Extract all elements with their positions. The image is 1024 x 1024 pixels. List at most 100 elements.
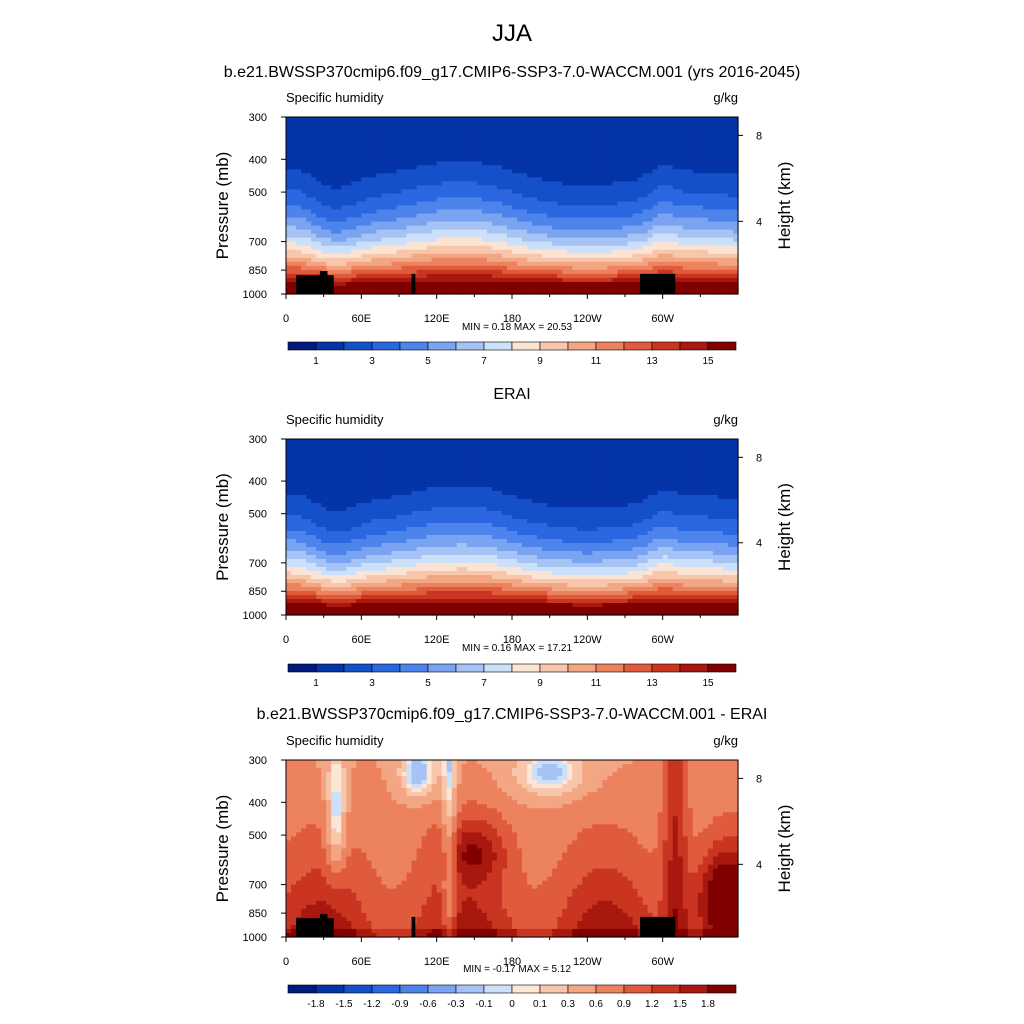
field-cell: [446, 463, 453, 468]
field-cell: [582, 281, 588, 287]
field-cell: [527, 149, 533, 154]
field-cell: [682, 245, 689, 251]
field-cell: [732, 225, 739, 231]
field-cell: [301, 281, 307, 287]
field-cell: [637, 177, 644, 182]
field-cell: [697, 277, 704, 283]
field-cell: [291, 269, 297, 275]
field-cell: [421, 201, 428, 207]
field-cell: [727, 269, 734, 275]
colorbar-label: 5: [425, 356, 431, 367]
field-cell: [702, 145, 709, 150]
field-cell: [386, 451, 393, 456]
field-cell: [587, 237, 593, 243]
field-cell: [446, 237, 453, 243]
field-cell: [421, 233, 428, 239]
field-cell: [351, 185, 357, 191]
field-cell: [532, 479, 538, 484]
field-cell: [296, 225, 302, 231]
field-cell: [702, 213, 709, 219]
field-cell: [466, 137, 473, 142]
field-cell: [612, 141, 619, 146]
field-cell: [296, 229, 302, 235]
field-cell: [486, 181, 493, 186]
field-cell: [496, 281, 503, 287]
field-cell: [667, 261, 674, 267]
field-cell: [371, 229, 377, 235]
field-cell: [677, 233, 684, 239]
field-cell: [712, 277, 719, 283]
field-cell: [466, 189, 473, 195]
field-cell: [306, 121, 312, 126]
field-cell: [722, 181, 729, 186]
field-cell: [496, 181, 503, 186]
field-cell: [321, 133, 327, 138]
field-cell: [316, 447, 322, 452]
field-cell: [722, 197, 729, 203]
field-cell: [451, 121, 458, 126]
field-cell: [527, 285, 533, 291]
field-cell: [401, 237, 408, 243]
field-cell: [592, 161, 598, 166]
field-cell: [421, 117, 428, 122]
field-cell: [557, 217, 563, 223]
field-cell: [612, 221, 619, 227]
field-cell: [446, 193, 453, 199]
field-cell: [547, 157, 553, 162]
field-cell: [371, 261, 377, 267]
field-cell: [291, 177, 297, 182]
field-cell: [396, 269, 403, 275]
field-cell: [396, 245, 403, 251]
field-cell: [366, 447, 372, 452]
field-cell: [346, 249, 352, 255]
field-cell: [542, 249, 548, 255]
field-cell: [396, 241, 403, 247]
field-cell: [682, 205, 689, 211]
field-cell: [286, 221, 292, 227]
field-cell: [481, 471, 488, 476]
field-cell: [456, 479, 463, 484]
field-cell: [712, 217, 719, 223]
field-cell: [552, 261, 558, 267]
field-cell: [672, 125, 679, 130]
field-cell: [321, 137, 327, 142]
field-cell: [396, 153, 403, 158]
field-cell: [687, 229, 694, 235]
field-cell: [582, 225, 588, 231]
field-cell: [662, 277, 669, 283]
colorbar: 1 3 5 7 9 11 13 15: [287, 341, 737, 367]
field-cell: [366, 197, 372, 203]
field-cell: [456, 455, 463, 460]
field-cell: [436, 161, 443, 166]
field-cell: [371, 141, 377, 146]
field-cell: [351, 273, 357, 279]
field-cell: [301, 217, 307, 223]
field-cell: [376, 467, 383, 472]
field-cell: [727, 225, 734, 231]
field-cell: [702, 281, 709, 287]
field-cell: [607, 257, 614, 263]
field-cell: [662, 451, 669, 456]
field-cell: [677, 249, 684, 255]
field-cell: [607, 261, 614, 267]
field-cell: [597, 265, 603, 271]
field-cell: [351, 141, 357, 146]
field-cell: [717, 201, 724, 207]
field-cell: [722, 265, 729, 271]
field-cell: [411, 471, 418, 476]
field-cell: [426, 249, 433, 255]
field-cell: [411, 121, 418, 126]
field-cell: [311, 137, 317, 142]
field-cell: [416, 137, 423, 142]
field-cell: [456, 169, 463, 174]
field-cell: [426, 439, 433, 444]
field-cell: [471, 209, 478, 215]
field-cell: [587, 121, 593, 126]
field-cell: [471, 455, 478, 460]
field-cell: [602, 273, 609, 279]
field-cell: [351, 281, 357, 287]
field-cell: [476, 257, 483, 263]
field-cell: [592, 129, 598, 134]
field-cell: [527, 455, 533, 460]
field-cell: [647, 133, 654, 138]
